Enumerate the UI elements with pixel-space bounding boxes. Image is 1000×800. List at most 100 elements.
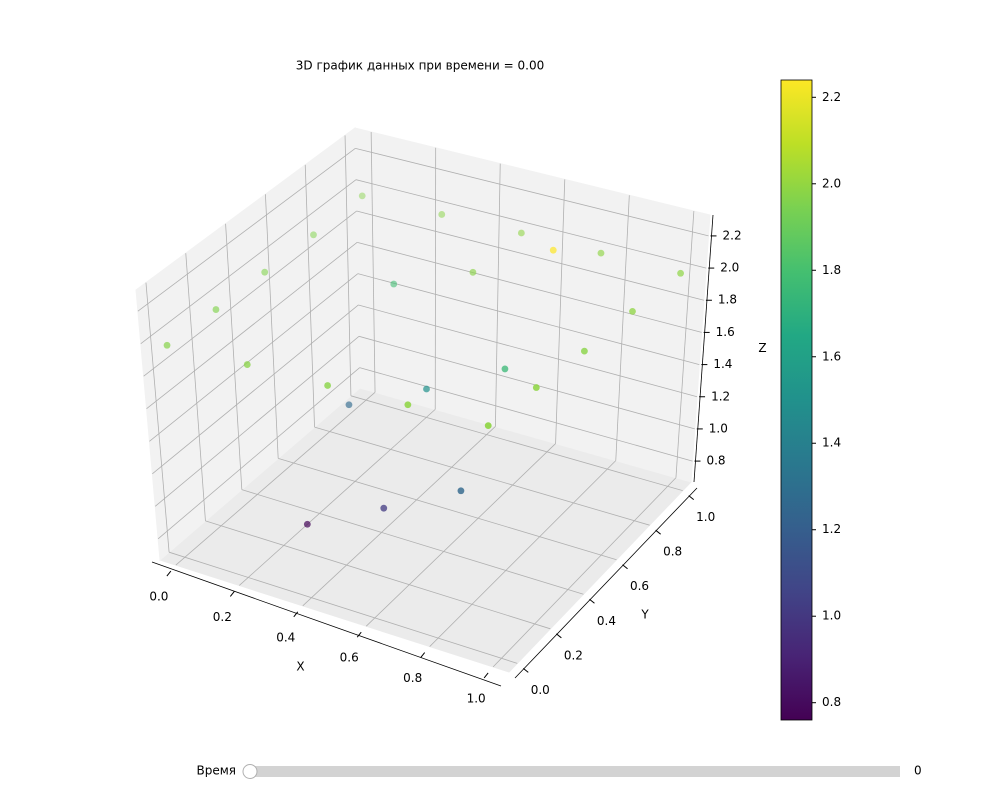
grid-line <box>358 304 698 398</box>
z-tick-label: 1.8 <box>718 293 737 307</box>
x-tick <box>293 611 299 618</box>
grid-line <box>225 223 243 490</box>
colorbar-tick-label: 1.2 <box>822 522 841 536</box>
data-point <box>324 382 332 389</box>
grid-line <box>143 210 357 377</box>
x-tick-label: 0.0 <box>149 590 168 604</box>
grid-line <box>241 489 584 595</box>
data-point <box>501 365 509 373</box>
data-point <box>261 268 269 276</box>
grid-line <box>429 460 617 647</box>
grid-line <box>555 179 566 444</box>
z-tick-label: 2.2 <box>723 228 742 242</box>
grid-line <box>344 135 352 396</box>
z-tick-label: 1.0 <box>709 421 728 435</box>
x-tick-label: 1.0 <box>467 691 486 705</box>
data-point <box>597 249 605 257</box>
grid-line <box>157 367 360 540</box>
y-tick-label: 1.0 <box>696 510 715 524</box>
colorbar-tick-label: 1.8 <box>822 263 841 277</box>
grid-line <box>175 391 376 566</box>
data-point <box>243 361 251 368</box>
grid-line <box>359 367 693 462</box>
slider-handle[interactable] <box>242 764 258 779</box>
y-axis-label: Y <box>640 608 649 622</box>
grid-line <box>492 477 677 668</box>
grid-line <box>355 147 709 237</box>
colorbar-tick-label: 2.2 <box>822 90 841 104</box>
data-point <box>438 211 446 218</box>
grid-line <box>154 336 360 507</box>
x-axis-label: X <box>296 660 304 674</box>
grid-line <box>278 457 617 561</box>
colorbar-tick-label: 1.0 <box>822 609 841 623</box>
grid-line <box>140 179 357 344</box>
data-point <box>469 268 477 276</box>
grid-line <box>146 242 358 410</box>
x-tick-label: 0.2 <box>213 610 232 624</box>
y-tick-label: 0.2 <box>564 648 583 662</box>
data-point <box>345 401 353 409</box>
y-axis-line <box>514 487 698 679</box>
x-tick-label: 0.6 <box>340 651 359 665</box>
grid-line <box>265 194 279 459</box>
grid-line <box>357 273 700 365</box>
data-point <box>532 384 540 391</box>
grid-line <box>137 148 356 312</box>
z-tick-label: 1.2 <box>711 389 730 403</box>
y-tick-label: 0.0 <box>531 683 550 697</box>
colorbar-tick-label: 1.4 <box>822 436 841 450</box>
chart-title: 3D график данных при времени = 0.00 <box>296 59 544 73</box>
z-tick-label: 0.8 <box>706 454 725 468</box>
grid-line <box>152 304 359 475</box>
z-tick-label: 2.0 <box>720 261 739 275</box>
colorbar-tick-label: 0.8 <box>822 695 841 709</box>
x-axis-line <box>151 561 502 687</box>
x-tick <box>166 570 172 577</box>
data-point <box>390 280 398 288</box>
z-axis-line <box>693 214 714 483</box>
data-point <box>629 307 636 315</box>
grid-line <box>168 551 518 664</box>
grid-line <box>239 409 436 586</box>
data-point <box>423 385 430 393</box>
grid-line <box>145 282 170 553</box>
x-tick-label: 0.8 <box>403 671 422 685</box>
grid-line <box>185 253 206 521</box>
data-point <box>404 401 412 409</box>
grid-line <box>358 335 695 430</box>
x-tick <box>356 631 362 638</box>
slider-label: Время <box>196 764 236 778</box>
grid-line <box>205 520 551 630</box>
y-tick-label: 0.4 <box>597 614 616 628</box>
x-tick <box>229 591 235 597</box>
grid-line <box>355 179 707 269</box>
grid-line <box>675 211 695 478</box>
data-point <box>380 504 388 512</box>
x-tick <box>483 672 489 679</box>
slider-track[interactable] <box>250 766 900 777</box>
x-tick <box>420 652 426 658</box>
data-point <box>484 422 492 430</box>
data-point <box>677 269 684 277</box>
y-tick-label: 0.6 <box>630 579 649 593</box>
colorbar-tick-label: 1.6 <box>822 349 841 363</box>
z-tick-label: 1.4 <box>713 357 732 371</box>
data-point <box>549 246 557 254</box>
grid-line <box>314 426 650 526</box>
data-point <box>358 192 366 200</box>
grid-line <box>495 163 501 427</box>
grid-line <box>365 443 556 627</box>
grid-line <box>356 210 705 301</box>
grid-line <box>304 164 315 428</box>
data-point <box>303 520 311 528</box>
x-tick-label: 0.4 <box>276 630 295 644</box>
data-point <box>310 231 317 239</box>
slider-value: 0 <box>914 764 922 778</box>
data-point <box>517 229 525 237</box>
colorbar <box>780 79 813 721</box>
colorbar-tick-label: 2.0 <box>822 176 841 190</box>
grid-line <box>357 241 702 333</box>
grid-line <box>149 273 359 442</box>
